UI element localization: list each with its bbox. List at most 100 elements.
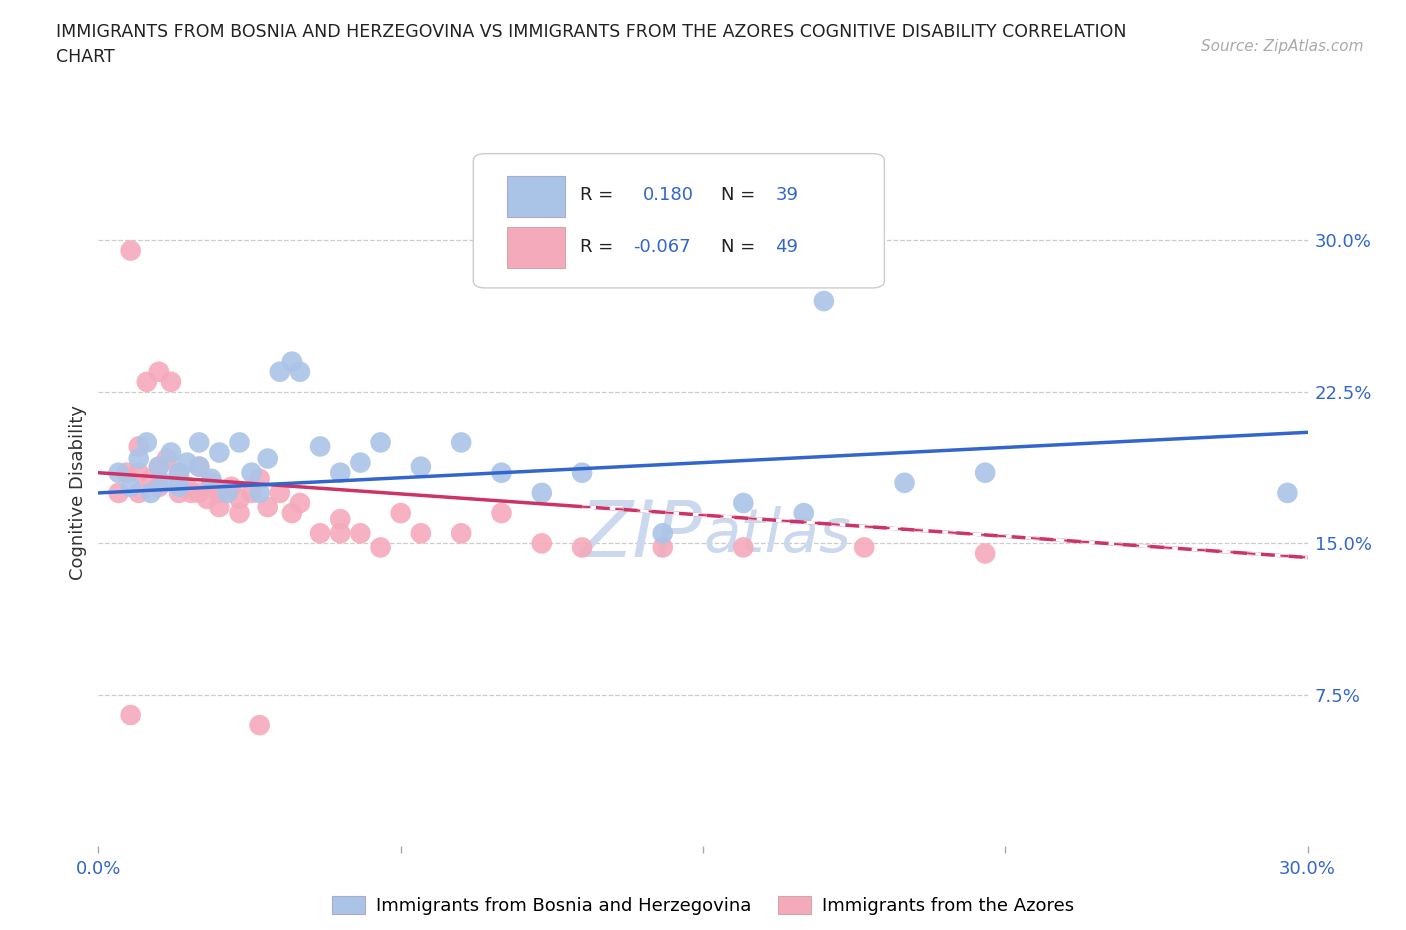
Point — [120, 243, 142, 258]
Text: Source: ZipAtlas.com: Source: ZipAtlas.com — [1201, 39, 1364, 54]
Point — [120, 708, 142, 723]
Point — [256, 451, 278, 466]
FancyBboxPatch shape — [474, 153, 884, 288]
Point — [167, 465, 190, 480]
Point — [221, 479, 243, 494]
Point — [217, 485, 239, 500]
Point — [409, 459, 432, 474]
Point — [148, 479, 170, 494]
Point — [228, 492, 250, 507]
Text: ZIP: ZIP — [581, 498, 703, 573]
Text: 49: 49 — [776, 238, 799, 256]
Point — [269, 485, 291, 500]
Point — [135, 375, 157, 390]
Point — [389, 506, 412, 521]
Point — [256, 499, 278, 514]
Point — [974, 465, 997, 480]
Point — [813, 294, 835, 309]
Point — [288, 496, 311, 511]
Point — [208, 485, 231, 500]
Point — [1277, 485, 1299, 500]
Point — [188, 459, 211, 474]
Legend: Immigrants from Bosnia and Herzegovina, Immigrants from the Azores: Immigrants from Bosnia and Herzegovina, … — [325, 888, 1081, 922]
Point — [139, 472, 162, 486]
Text: N =: N = — [721, 186, 755, 204]
Point — [853, 540, 876, 555]
Point — [249, 472, 271, 486]
Point — [651, 525, 673, 540]
Point — [329, 465, 352, 480]
Point — [208, 499, 231, 514]
Point — [571, 465, 593, 480]
Text: R =: R = — [579, 186, 613, 204]
Point — [309, 525, 332, 540]
Text: IMMIGRANTS FROM BOSNIA AND HERZEGOVINA VS IMMIGRANTS FROM THE AZORES COGNITIVE D: IMMIGRANTS FROM BOSNIA AND HERZEGOVINA V… — [56, 23, 1126, 41]
Point — [281, 506, 304, 521]
Point — [329, 512, 352, 526]
Point — [176, 479, 198, 494]
Y-axis label: Cognitive Disability: Cognitive Disability — [69, 405, 87, 580]
Point — [651, 540, 673, 555]
Point — [188, 435, 211, 450]
Point — [269, 365, 291, 379]
Point — [450, 435, 472, 450]
Point — [152, 475, 174, 490]
Text: atlas: atlas — [703, 506, 851, 565]
Text: 0.180: 0.180 — [643, 186, 693, 204]
Point — [309, 439, 332, 454]
Point — [349, 455, 371, 470]
Point — [160, 445, 183, 460]
Point — [200, 472, 222, 486]
Point — [491, 465, 513, 480]
Point — [571, 540, 593, 555]
Point — [107, 485, 129, 500]
Point — [249, 718, 271, 733]
Text: 39: 39 — [776, 186, 799, 204]
Point — [370, 435, 392, 450]
Point — [176, 455, 198, 470]
Point — [188, 459, 211, 474]
Point — [180, 485, 202, 500]
Point — [167, 479, 190, 494]
Point — [349, 525, 371, 540]
Point — [240, 485, 263, 500]
Point — [329, 525, 352, 540]
FancyBboxPatch shape — [508, 227, 565, 268]
Point — [974, 546, 997, 561]
Point — [228, 435, 250, 450]
Point — [148, 459, 170, 474]
Point — [200, 475, 222, 490]
Point — [733, 496, 755, 511]
Point — [409, 525, 432, 540]
FancyBboxPatch shape — [508, 177, 565, 218]
Point — [370, 540, 392, 555]
Point — [139, 485, 162, 500]
Point — [195, 492, 218, 507]
Point — [530, 536, 553, 551]
Point — [288, 365, 311, 379]
Text: R =: R = — [579, 238, 613, 256]
Point — [156, 451, 179, 466]
Point — [120, 479, 142, 494]
Text: CHART: CHART — [56, 48, 115, 66]
Point — [893, 475, 915, 490]
Text: N =: N = — [721, 238, 755, 256]
Point — [128, 439, 150, 454]
Point — [249, 485, 271, 500]
Point — [793, 506, 815, 521]
Point — [160, 375, 183, 390]
Text: -0.067: -0.067 — [633, 238, 690, 256]
Point — [167, 465, 190, 480]
Point — [450, 525, 472, 540]
Point — [240, 465, 263, 480]
Point — [228, 506, 250, 521]
Point — [128, 465, 150, 480]
Point — [107, 465, 129, 480]
Point — [733, 540, 755, 555]
Point — [148, 365, 170, 379]
Point — [128, 485, 150, 500]
Point — [530, 485, 553, 500]
Point — [491, 506, 513, 521]
Point — [115, 465, 138, 480]
Point — [135, 435, 157, 450]
